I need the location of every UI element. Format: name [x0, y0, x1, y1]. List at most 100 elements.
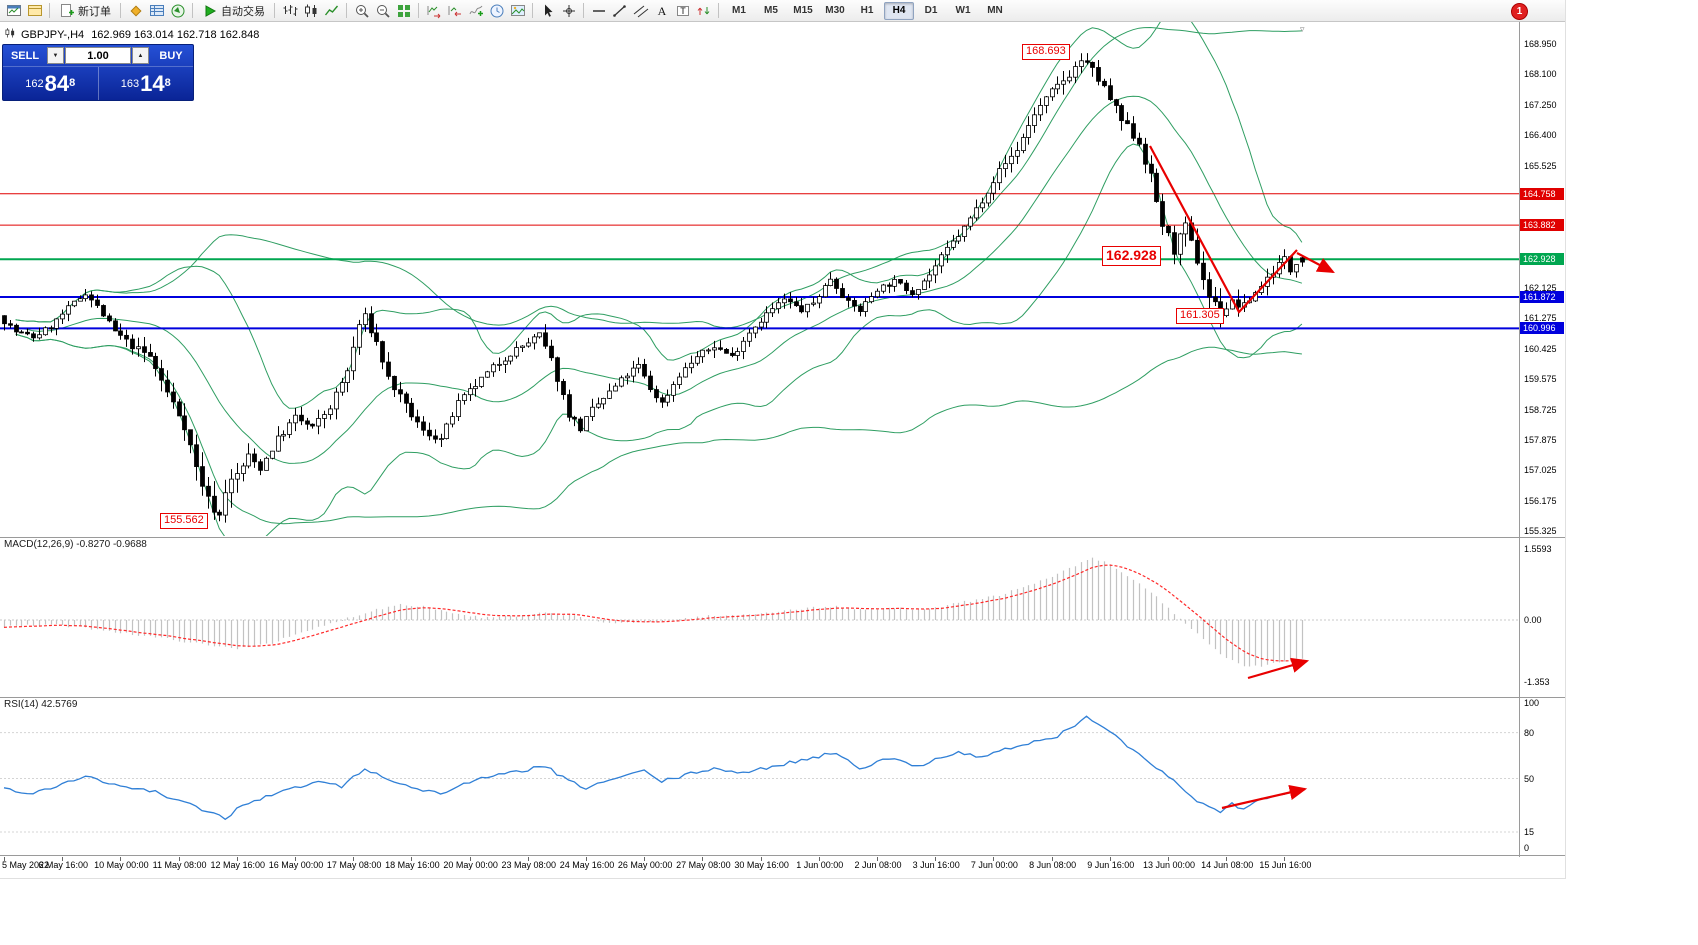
arrows-icon[interactable] — [693, 2, 714, 20]
cursor-icon[interactable] — [537, 2, 558, 20]
time-tick — [295, 857, 296, 861]
time-tick — [819, 857, 820, 861]
time-tick — [877, 857, 878, 861]
sell-button[interactable]: SELL — [10, 49, 40, 62]
tf-m15[interactable]: M15 — [793, 5, 813, 16]
tf-m5[interactable]: M5 — [764, 5, 778, 16]
volume-decrease-button[interactable]: ▼ — [47, 47, 64, 64]
price-annotation-box[interactable]: 162.928 — [1102, 246, 1161, 266]
price-axis-label: 156.175 — [1524, 496, 1557, 506]
equidistant-channel-icon[interactable] — [630, 2, 651, 20]
main-chart-panel[interactable] — [0, 22, 1565, 536]
tf-h4[interactable]: H4 — [884, 1, 914, 20]
time-axis-label: 11 May 08:00 — [152, 860, 207, 870]
zoom-in-icon[interactable] — [351, 2, 372, 20]
tile-windows-icon[interactable] — [393, 2, 414, 20]
time-axis-label: 26 May 00:00 — [617, 860, 673, 870]
toolbar-separator — [192, 3, 193, 18]
time-tick — [1168, 857, 1169, 861]
toolbar-group — [279, 2, 342, 20]
rsi-axis-label: 50 — [1524, 774, 1535, 784]
time-axis-label: 6 May 16:00 — [38, 860, 88, 870]
zoom-out-icon[interactable] — [372, 2, 393, 20]
toolbar-group — [125, 2, 188, 20]
time-tick — [1226, 857, 1227, 861]
time-axis-label: 5 May 2022 — [2, 860, 50, 870]
toolbar-separator — [346, 3, 347, 18]
time-tick — [179, 857, 180, 861]
tf-m1[interactable]: M1 — [732, 5, 746, 16]
time-tick — [4, 857, 5, 861]
periods-icon[interactable] — [486, 2, 507, 20]
toolbar-separator — [532, 3, 533, 18]
price-axis-label: 166.400 — [1524, 130, 1557, 140]
price-axis-label: 162.125 — [1524, 283, 1557, 293]
market-watch-icon[interactable] — [125, 2, 146, 20]
price-line-label: 160.996 — [1520, 322, 1564, 334]
line-chart-icon[interactable] — [321, 2, 342, 20]
volume-increase-button[interactable]: ▲ — [132, 47, 149, 64]
horizontal-line-icon[interactable] — [588, 2, 609, 20]
buy-button[interactable]: BUY — [159, 49, 183, 62]
text-label-icon[interactable]: T — [672, 2, 693, 20]
data-window-icon[interactable] — [146, 2, 167, 20]
price-annotation-box[interactable]: 168.693 — [1022, 44, 1070, 60]
time-tick — [644, 857, 645, 861]
indicators-icon[interactable] — [465, 2, 486, 20]
price-axis-label: 168.950 — [1524, 39, 1557, 49]
chevron-down-icon: ▼ — [52, 52, 59, 59]
chart-shift-marker[interactable]: ▿ — [1300, 24, 1305, 34]
svg-text:T: T — [680, 6, 686, 16]
volume-input[interactable] — [65, 47, 131, 64]
sell-price[interactable]: 162 84 8 — [25, 70, 76, 96]
tf-d1[interactable]: D1 — [924, 5, 938, 16]
toolbar-separator — [120, 3, 121, 18]
profile-icon[interactable] — [24, 2, 45, 20]
new-order-button[interactable]: 新订单 — [54, 2, 116, 20]
price-line-label: 162.928 — [1520, 253, 1564, 265]
trendline-icon[interactable] — [609, 2, 630, 20]
price-axis-label: 158.725 — [1524, 405, 1557, 415]
rsi-axis-label: 100 — [1524, 698, 1540, 708]
price-axis-divider — [1519, 22, 1520, 857]
toolbar-group: 自动交易 — [197, 2, 270, 20]
tf-mn[interactable]: MN — [987, 5, 1003, 16]
rsi-panel[interactable] — [0, 697, 1565, 856]
time-axis-label: 16 May 00:00 — [268, 860, 324, 870]
time-tick — [702, 857, 703, 861]
time-tick — [62, 857, 63, 861]
time-tick — [237, 857, 238, 861]
price-line-label: 163.882 — [1520, 219, 1564, 231]
price-axis-label: 167.250 — [1524, 100, 1557, 110]
chart-shift-icon[interactable] — [444, 2, 465, 20]
price-annotation-box[interactable]: 155.562 — [160, 513, 208, 529]
toolbar-separator — [49, 3, 50, 18]
price-axis-label: 155.325 — [1524, 526, 1557, 536]
toolbar: 新订单 自动交易 A T M1 M5 M15 M30 H1 H4 D1 W1 MN 1 — [0, 0, 1565, 22]
navigator-icon[interactable] — [167, 2, 188, 20]
tf-w1[interactable]: W1 — [955, 5, 971, 16]
price-line-label: 164.758 — [1520, 188, 1564, 200]
time-tick — [993, 857, 994, 861]
tf-h1[interactable]: H1 — [860, 5, 874, 16]
auto-scroll-icon[interactable] — [423, 2, 444, 20]
notification-badge[interactable]: 1 — [1511, 3, 1528, 20]
autotrading-button[interactable]: 自动交易 — [197, 2, 270, 20]
macd-axis-label: 1.5593 — [1524, 544, 1552, 554]
text-icon[interactable]: A — [651, 2, 672, 20]
bar-chart-icon[interactable] — [279, 2, 300, 20]
tf-m30[interactable]: M30 — [825, 5, 845, 16]
templates-icon[interactable] — [507, 2, 528, 20]
price-annotation-box[interactable]: 161.305 — [1176, 308, 1224, 324]
crosshair-icon[interactable] — [558, 2, 579, 20]
buy-price[interactable]: 163 14 8 — [120, 70, 171, 96]
candlestick-chart-icon[interactable] — [300, 2, 321, 20]
rsi-indicator-label: RSI(14) 42.5769 — [4, 699, 78, 710]
time-axis-label: 30 May 16:00 — [734, 860, 789, 870]
time-axis-label: 13 Jun 00:00 — [1142, 860, 1196, 870]
macd-panel[interactable] — [0, 537, 1565, 696]
charts-window-icon[interactable] — [3, 2, 24, 20]
macd-axis-label: 0.00 — [1524, 615, 1542, 625]
